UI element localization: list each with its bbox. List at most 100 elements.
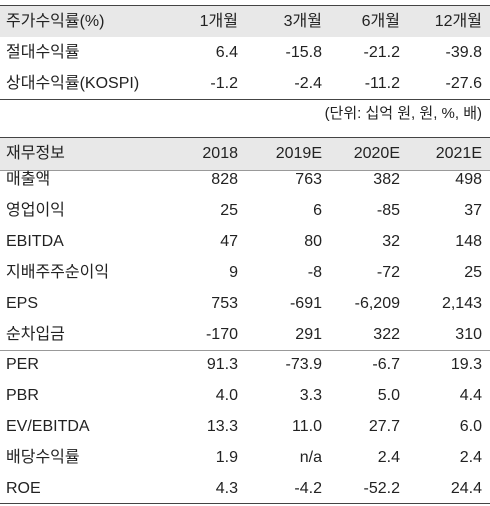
financials-group2: PER 91.3 -73.9 -6.7 19.3 PBR 4.0 3.3 5.0…: [0, 349, 490, 504]
cell: 25: [220, 202, 238, 219]
cell: 1.9: [215, 449, 238, 466]
cell: 80: [304, 233, 322, 250]
cell: 291: [295, 326, 322, 343]
top-border: [0, 5, 490, 6]
cell: -27.6: [445, 75, 482, 92]
cell: 37: [464, 202, 482, 219]
cell: 19.3: [450, 356, 482, 373]
header-cell: 6개월: [361, 13, 400, 30]
row-label: 지배주주순이익: [6, 264, 110, 281]
table-row: 매출액 828 763 382 498: [0, 164, 490, 195]
row-label: 매출액: [6, 171, 51, 188]
cell: 4.4: [459, 387, 482, 404]
row-label: EBITDA: [6, 233, 64, 250]
cell: 148: [455, 233, 482, 250]
cell: 498: [455, 171, 482, 188]
header-cell: 재무정보: [6, 145, 65, 162]
cell: -39.8: [445, 44, 482, 61]
cell: 753: [211, 295, 238, 312]
cell: -85: [376, 202, 400, 219]
cell: 763: [295, 171, 322, 188]
cell: -11.2: [364, 75, 400, 92]
bottom-border: [0, 503, 490, 504]
cell: 91.3: [206, 356, 238, 373]
header-cell: 2021E: [435, 145, 482, 162]
cell: 32: [382, 233, 400, 250]
cell: 9: [229, 264, 238, 281]
header-cell: 1개월: [199, 13, 238, 30]
cell: -72: [376, 264, 400, 281]
table-row: EBITDA 47 80 32 148: [0, 226, 490, 257]
cell: 4.0: [215, 387, 238, 404]
header-cell: 주가수익률(%): [6, 13, 105, 30]
row-label: 순차입금: [6, 326, 65, 343]
cell: -1.2: [210, 75, 238, 92]
cell: 3.3: [299, 387, 322, 404]
cell: -691: [289, 295, 322, 312]
header-cell: 2020E: [353, 145, 400, 162]
row-label: PBR: [6, 387, 39, 404]
financials-group1: 매출액 828 763 382 498 영업이익 25 6 -85 37 EBI…: [0, 164, 490, 350]
row-label: EV/EBITDA: [6, 418, 90, 435]
cell: 2.4: [459, 449, 482, 466]
returns-bottom-border: [0, 99, 490, 100]
cell: 6: [313, 202, 322, 219]
table-row: PER 91.3 -73.9 -6.7 19.3: [0, 349, 490, 380]
cell: 2,143: [441, 295, 482, 312]
cell: 6.0: [459, 418, 482, 435]
cell: -73.9: [285, 356, 322, 373]
cell: n/a: [299, 449, 322, 466]
cell: 47: [220, 233, 238, 250]
row-label: 절대수익률: [6, 44, 80, 61]
table-row: 절대수익률 6.4 -15.8 -21.2 -39.8: [0, 37, 490, 68]
header-cell: 12개월: [434, 13, 482, 30]
cell: -6.7: [372, 356, 400, 373]
returns-table: 주가수익률(%) 1개월 3개월 6개월 12개월 절대수익률 6.4 -15.…: [0, 6, 490, 99]
row-label: 배당수익률: [6, 449, 80, 466]
table-row: 상대수익률(KOSPI) -1.2 -2.4 -11.2 -27.6: [0, 68, 490, 99]
table-row: 지배주주순이익 9 -8 -72 25: [0, 257, 490, 288]
financials-table: 재무정보 2018 2019E 2020E 2021E: [0, 138, 490, 170]
row-label: PER: [6, 356, 39, 373]
table-row: ROE 4.3 -4.2 -52.2 24.4: [0, 473, 490, 504]
cell: -15.8: [285, 44, 322, 61]
cell: 11.0: [292, 418, 322, 435]
row-label: ROE: [6, 480, 41, 497]
cell: -52.2: [363, 480, 400, 497]
row-label: 상대수익률(KOSPI): [6, 75, 140, 92]
table-row: EPS 753 -691 -6,209 2,143: [0, 288, 490, 319]
cell: 2.4: [377, 449, 400, 466]
cell: 24.4: [450, 480, 482, 497]
cell: -6,209: [354, 295, 400, 312]
header-cell: 3개월: [283, 13, 322, 30]
cell: -2.4: [294, 75, 322, 92]
cell: 6.4: [215, 44, 238, 61]
cell: 828: [211, 171, 238, 188]
table-row: 순차입금 -170 291 322 310: [0, 319, 490, 350]
returns-header-row: 주가수익률(%) 1개월 3개월 6개월 12개월: [0, 6, 490, 37]
cell: 382: [373, 171, 400, 188]
financials-top-border: [0, 137, 490, 138]
cell: -170: [205, 326, 238, 343]
table-row: 영업이익 25 6 -85 37: [0, 195, 490, 226]
row-label: EPS: [6, 295, 39, 312]
cell: -4.2: [294, 480, 322, 497]
header-divider: [0, 170, 490, 171]
header-cell: 2018: [202, 145, 238, 162]
cell: 310: [455, 326, 482, 343]
table-row: 배당수익률 1.9 n/a 2.4 2.4: [0, 442, 490, 473]
table-row: EV/EBITDA 13.3 11.0 27.7 6.0: [0, 411, 490, 442]
financials-header-row: 재무정보 2018 2019E 2020E 2021E: [0, 138, 490, 170]
group-divider: [0, 350, 490, 351]
cell: 27.7: [368, 418, 400, 435]
table-row: PBR 4.0 3.3 5.0 4.4: [0, 380, 490, 411]
cell: 322: [373, 326, 400, 343]
cell: -21.2: [363, 44, 400, 61]
header-cell: 2019E: [275, 145, 322, 162]
cell: 25: [464, 264, 482, 281]
cell: 5.0: [377, 387, 400, 404]
row-label: 영업이익: [6, 202, 65, 219]
unit-note: (단위: 십억 원, 원, %, 배): [324, 105, 482, 122]
cell: 4.3: [215, 480, 238, 497]
cell: -8: [307, 264, 322, 281]
